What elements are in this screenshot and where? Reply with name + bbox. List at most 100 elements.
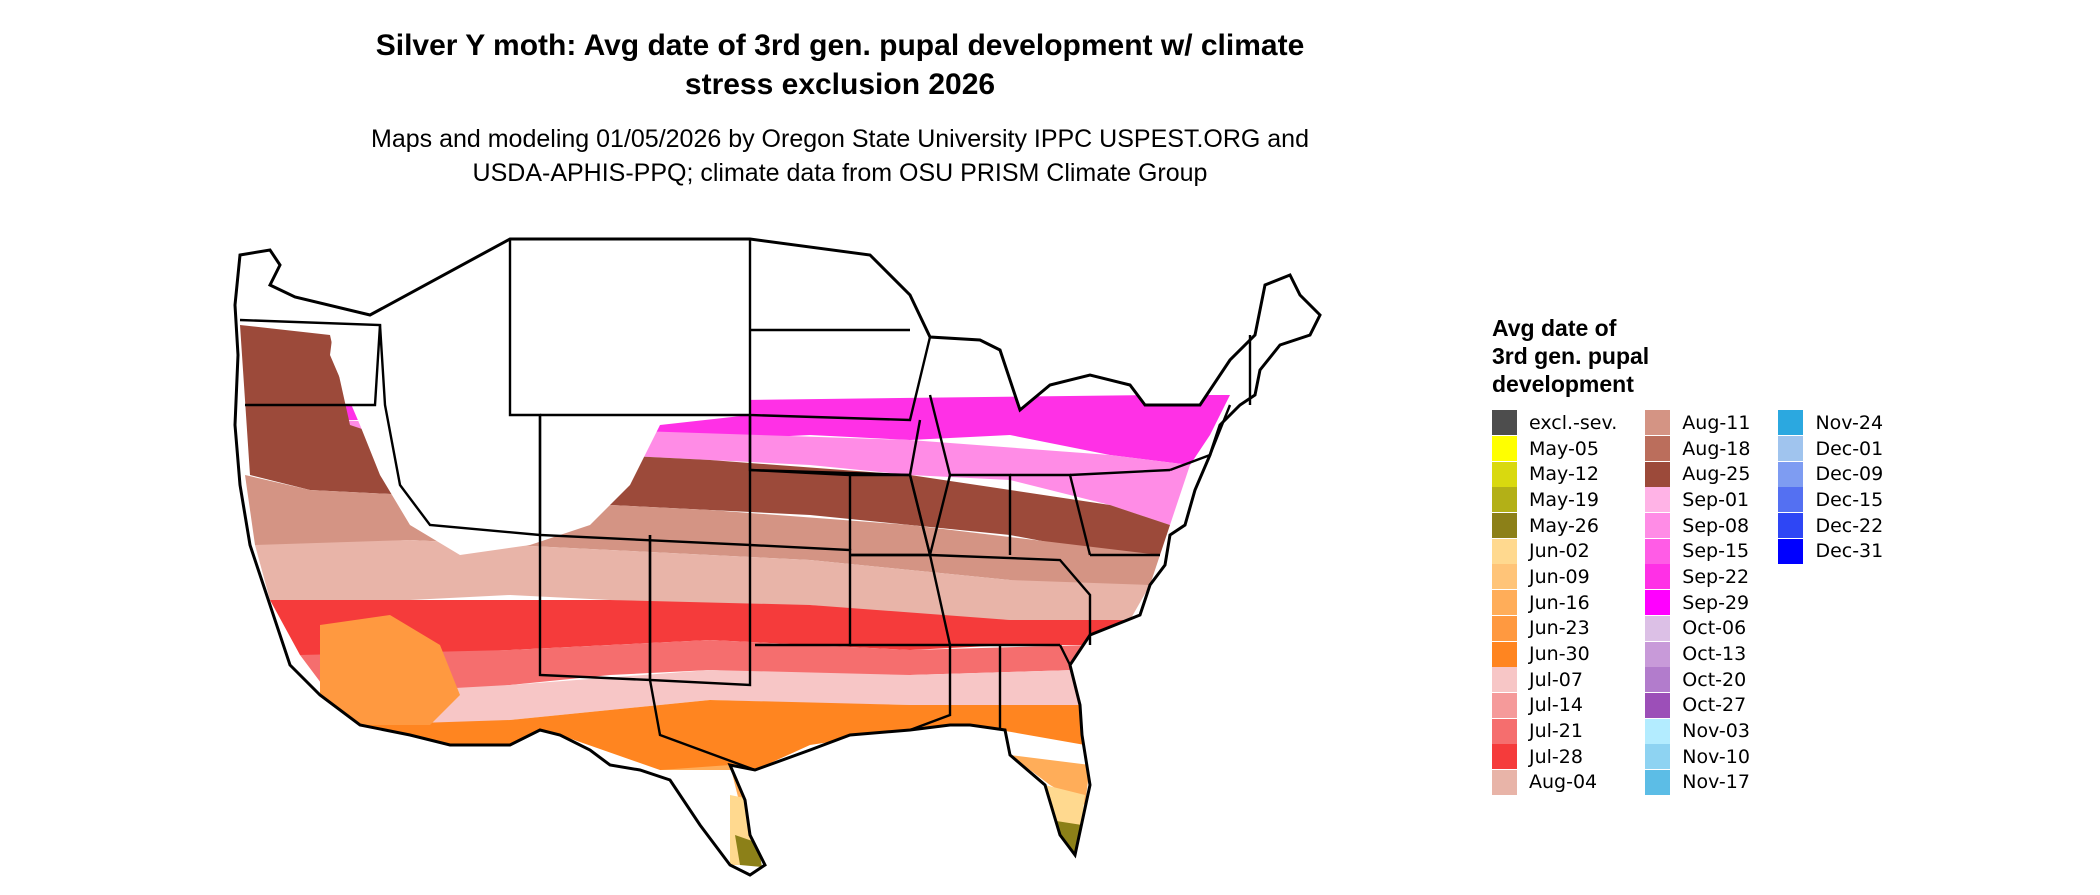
legend-swatch (1492, 564, 1517, 590)
legend-label: Aug-25 (1682, 463, 1751, 486)
legend-swatch (1492, 769, 1517, 795)
legend-label: Jul-28 (1529, 745, 1583, 768)
legend-item: Nov-24 (1778, 410, 1883, 436)
legend-item: May-05 (1492, 436, 1617, 462)
legend-label: Jun-16 (1529, 591, 1590, 614)
legend-label: Jun-02 (1529, 540, 1590, 563)
legend-label: Dec-15 (1815, 488, 1884, 511)
legend-item: Dec-22 (1778, 513, 1883, 539)
legend-item: Jun-02 (1492, 538, 1617, 564)
legend-swatch (1778, 410, 1804, 436)
legend-label: Sep-08 (1682, 514, 1750, 537)
legend-item: Aug-18 (1645, 436, 1750, 462)
legend-item: Jul-21 (1492, 718, 1617, 744)
southwest-band-jun-23 (320, 615, 460, 725)
legend-label: May-12 (1529, 463, 1599, 486)
legend-swatch (1645, 744, 1671, 770)
legend-swatch (1492, 461, 1517, 487)
map-subtitle-line-1: Maps and modeling 01/05/2026 by Oregon S… (371, 125, 1309, 153)
legend-swatch (1645, 487, 1671, 513)
legend-item: May-12 (1492, 461, 1617, 487)
legend-item: Dec-01 (1778, 436, 1883, 462)
legend-label: Sep-15 (1682, 540, 1750, 563)
legend-swatch (1492, 615, 1517, 641)
map-subtitle: Maps and modeling 01/05/2026 by Oregon S… (300, 122, 1380, 190)
band-may-05 (1055, 853, 1080, 875)
legend-swatch (1645, 436, 1671, 462)
legend-swatch (1645, 513, 1671, 539)
legend-item: Sep-01 (1645, 487, 1750, 513)
legend-item: May-19 (1492, 487, 1617, 513)
band-jul-28 (270, 600, 1130, 655)
legend-label: Oct-06 (1682, 617, 1747, 640)
legend-item: Dec-31 (1778, 538, 1883, 564)
legend-label: Jul-14 (1529, 694, 1583, 717)
us-map (233, 237, 1322, 877)
legend-swatch (1492, 692, 1517, 718)
legend-label: Jun-30 (1529, 643, 1590, 666)
legend-swatch (1778, 513, 1804, 539)
legend-swatch (1645, 769, 1671, 795)
legend-item: Jun-16 (1492, 590, 1617, 616)
legend-label: Dec-09 (1815, 463, 1884, 486)
legend-item: Nov-17 (1645, 769, 1750, 796)
legend-label: excl.-sev. (1529, 411, 1618, 434)
legend-item: Jun-30 (1492, 641, 1617, 667)
legend-item: Aug-04 (1492, 769, 1617, 796)
legend-item: Jul-14 (1492, 692, 1617, 719)
legend-item: Sep-15 (1645, 538, 1750, 564)
legend-item: excl.-sev. (1492, 410, 1617, 436)
legend-label: Dec-22 (1815, 514, 1884, 537)
legend-swatch (1645, 461, 1671, 487)
legend-label: May-19 (1529, 488, 1599, 511)
legend-column: Nov-24 Dec-01 Dec-09 Dec-15 Dec-22 Dec-31 (1778, 410, 1883, 795)
legend-swatch (1492, 641, 1517, 667)
legend-label: Jun-23 (1529, 617, 1590, 640)
legend-swatch (1645, 590, 1671, 616)
legend-label: Sep-29 (1682, 591, 1750, 614)
legend-swatch (1492, 513, 1517, 539)
legend-label: Jun-09 (1529, 565, 1590, 588)
legend-label: Dec-31 (1815, 540, 1884, 563)
band-jun-02 (730, 785, 1085, 865)
legend-columns: excl.-sev. May-05 May-12 May-19 May-26 Jun-02… (1492, 410, 1883, 795)
legend-swatch (1645, 667, 1671, 693)
legend-swatch (1645, 692, 1671, 718)
legend-swatch (1778, 436, 1804, 462)
legend-label: Sep-01 (1682, 488, 1750, 511)
map-title-line-1: Silver Y moth: Avg date of 3rd gen. pupa… (375, 29, 1305, 62)
legend-column: excl.-sev. May-05 May-12 May-19 May-26 Jun-02… (1492, 410, 1617, 795)
legend-item: Oct-13 (1645, 641, 1750, 667)
legend-item: Oct-27 (1645, 692, 1750, 719)
legend-item: Jul-07 (1492, 667, 1617, 693)
legend-item: Nov-03 (1645, 718, 1750, 744)
legend-item: Jun-09 (1492, 564, 1617, 590)
legend-swatch (1645, 564, 1671, 590)
legend-column: Aug-11 Aug-18 Aug-25 Sep-01 Sep-08 Sep-15 Sep-… (1645, 410, 1750, 795)
legend-label: May-26 (1529, 514, 1599, 537)
band-jul-07 (330, 670, 1080, 730)
legend-swatch (1492, 436, 1517, 462)
legend-item: May-26 (1492, 513, 1617, 539)
legend-swatch (1492, 487, 1517, 513)
legend: Avg date of 3rd gen. pupal development e… (1492, 314, 1883, 795)
state-boundaries (239, 239, 1252, 772)
legend-label: Aug-11 (1682, 411, 1751, 434)
legend-swatch (1778, 461, 1804, 487)
legend-label: Oct-20 (1682, 668, 1747, 691)
legend-title-line-3: development (1492, 371, 1634, 397)
legend-title-line-1: Avg date of (1492, 315, 1617, 341)
legend-swatch (1492, 667, 1517, 693)
legend-label: Nov-03 (1682, 720, 1750, 743)
band-jul-21 (300, 640, 1090, 695)
legend-item: Oct-06 (1645, 615, 1750, 642)
legend-swatch (1645, 538, 1671, 564)
phenology-raster (235, 239, 1320, 875)
legend-item: Dec-09 (1778, 461, 1883, 487)
legend-swatch (1492, 590, 1517, 616)
legend-item: Sep-29 (1645, 590, 1750, 616)
band-may-26 (735, 820, 1082, 867)
legend-item: Jul-28 (1492, 744, 1617, 770)
legend-swatch (1492, 538, 1517, 564)
map-title-line-2: stress exclusion 2026 (684, 68, 996, 101)
